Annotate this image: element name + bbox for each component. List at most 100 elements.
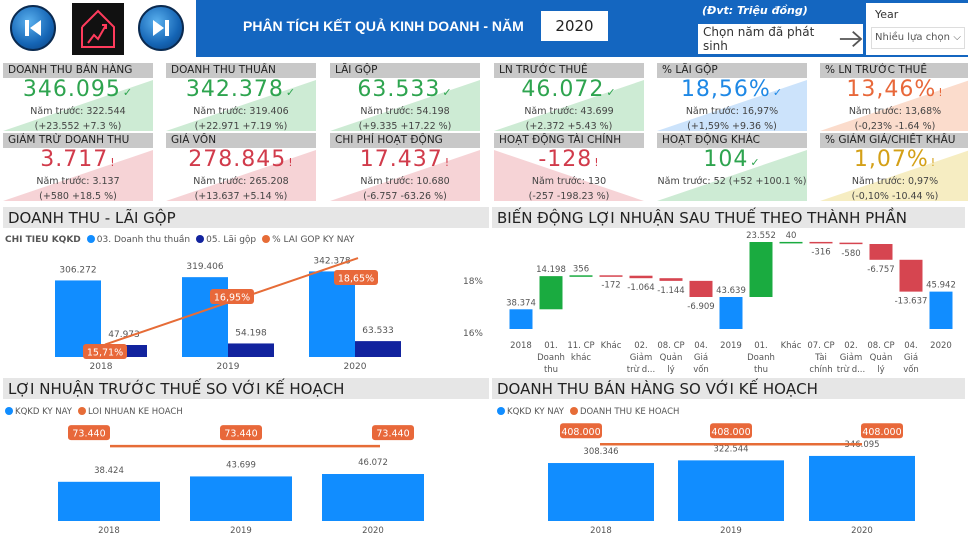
- kpi-change: (+22.971 +7.19 %): [194, 121, 288, 132]
- x-tick-label: 04.: [904, 341, 918, 351]
- waterfall-value-label: 45.942: [926, 281, 956, 291]
- y2-tick-label: 18%: [463, 277, 483, 287]
- legend-item[interactable]: LOI NHUAN KE HOACH: [77, 407, 183, 417]
- legend-profit-vs-plan: KQKD KY NAY LOI NHUAN KE HOACH: [5, 407, 183, 417]
- line-point-label-bg: [83, 344, 127, 359]
- kpi-change: (-6.757 -63.26 %): [363, 191, 447, 202]
- waterfall-value-label: 38.374: [506, 298, 536, 308]
- bar-label: 46.072: [358, 458, 388, 468]
- waterfall-value-label: 40: [786, 231, 797, 241]
- arrow-right-icon: [840, 30, 863, 48]
- kpi-value: 18,56% ✓: [680, 77, 784, 102]
- chevron-down-icon: ⌵: [953, 32, 961, 43]
- kpi-value: 13,46%!: [846, 77, 944, 102]
- line-point-label: 16,95%: [214, 293, 250, 304]
- bar-label: 63.533: [362, 326, 394, 336]
- kpi-change: (+23.552 +7.3 %): [34, 121, 122, 132]
- kpi-value: 104 ✓: [703, 147, 761, 172]
- kpi-change: (+1,59% +9.36 %): [687, 121, 777, 132]
- line-point-label-bg: [334, 270, 378, 285]
- kpi-change: (-0,10% -10.44 %): [851, 191, 939, 202]
- x-tick-label: 08. CP: [867, 341, 894, 351]
- x-tick-label: 02.: [844, 341, 858, 351]
- kpi-change: (+13.637 +5.14 %): [194, 191, 288, 202]
- x-tick-label: Giá: [694, 353, 708, 363]
- x-tick-label: 2020: [930, 341, 952, 351]
- waterfall-bar: [629, 275, 653, 279]
- legend-item[interactable]: 05. Lãi gộp: [196, 235, 256, 245]
- legend-item[interactable]: % LAI GOP KY NAY: [262, 235, 354, 245]
- waterfall-value-label: -1.064: [627, 283, 654, 293]
- kpi-value: 63.533 ✓: [357, 77, 453, 102]
- kpi-previous: Năm trước: 10.680: [360, 176, 450, 187]
- warning-icon: !: [288, 156, 294, 169]
- kpi-previous: Năm trước: 43.699: [524, 106, 614, 117]
- x-tick-label: chính: [809, 365, 832, 375]
- legend-item[interactable]: 03. Doanh thu thuần: [86, 235, 190, 245]
- check-icon: ✓: [750, 156, 761, 169]
- x-tick-label: 2018: [90, 362, 113, 372]
- waterfall-bar: [539, 276, 563, 310]
- legend-item[interactable]: DOANH THU KE HOACH: [569, 407, 679, 417]
- kpi-title: LÃI GỘP: [330, 63, 480, 78]
- plan-value-label-bg: [861, 423, 903, 439]
- x-tick-label: thu: [544, 365, 558, 375]
- x-tick-label: 02.: [634, 341, 648, 351]
- section-revenue-gross-profit: DOANH THU - LÃI GỘP: [3, 207, 489, 228]
- kpi-card: HOẠT ĐỘNG KHÁC 104 ✓ Năm trước: 52 (+52 +…: [657, 133, 807, 201]
- bar-lai-gop: [228, 343, 274, 357]
- home-button[interactable]: [72, 3, 124, 55]
- waterfall-value-label: -172: [601, 281, 620, 291]
- check-icon: ✓: [606, 86, 617, 99]
- waterfall-value-label: -13.637: [895, 297, 928, 307]
- plan-value-label: 408.000: [862, 427, 901, 438]
- kpi-previous: Năm trước: 13,68%: [848, 106, 942, 117]
- kpi-card: % LN TRƯỚC THUẾ 13,46%! Năm trước: 13,68…: [820, 63, 968, 132]
- x-tick-label: vốn: [903, 364, 919, 375]
- x-tick-label: 2019: [230, 526, 252, 536]
- x-tick-label: 2020: [851, 526, 873, 536]
- year-dropdown[interactable]: Nhiều lựa chọn ⌵: [871, 27, 965, 49]
- kpi-card: CHI PHÍ HOẠT ĐỘNG 17.437! Năm trước: 10.…: [330, 133, 480, 202]
- x-tick-label: 04.: [694, 341, 708, 351]
- section-sales-vs-plan: DOANH THU BÁN HÀNG SO VỚI KẾ HOẠCH: [492, 378, 965, 399]
- kpi-card: GIÁ VỐN 278.845! Năm trước: 265.208 (+13…: [166, 133, 316, 202]
- kpi-value: 3.717!: [40, 147, 116, 172]
- kpi-title: DOANH THU THUẦN: [166, 63, 316, 78]
- waterfall-bar: [719, 297, 743, 329]
- x-tick-label: vốn: [693, 364, 709, 375]
- plan-value-label: 408.000: [711, 427, 750, 438]
- x-tick-label: Tài: [814, 353, 827, 363]
- kpi-title: GIÁ VỐN: [166, 133, 316, 148]
- waterfall-value-label: -1.144: [657, 286, 684, 296]
- kpi-card: DOANH THU THUẦN 342.378 ✓ Năm trước: 319.…: [166, 63, 316, 132]
- kpi-value: 1,07%!: [853, 147, 937, 172]
- next-page-button[interactable]: [138, 5, 184, 51]
- x-tick-label: Doanh: [537, 353, 565, 363]
- kpi-card: HOẠT ĐỘNG TÀI CHÍNH -128! Năm trước: 130…: [494, 133, 644, 202]
- kpi-title: GIẢM TRỪ DOANH THU: [3, 133, 153, 148]
- legend-item[interactable]: KQKD KY NAY: [5, 407, 72, 417]
- x-tick-label: trừ d...: [627, 365, 655, 375]
- legend-item[interactable]: KQKD KY NAY: [497, 407, 564, 417]
- plan-value-label-bg: [372, 425, 414, 441]
- x-tick-label: Giá: [904, 353, 918, 363]
- previous-page-button[interactable]: [10, 5, 56, 51]
- line-point-label: 15,71%: [87, 348, 123, 359]
- kpi-title: LN TRƯỚC THUẾ: [494, 63, 644, 78]
- unit-note: (Đvt: Triệu đồng): [702, 4, 808, 17]
- kpi-change: (+9.335 +17.22 %): [358, 121, 452, 132]
- waterfall-bar: [869, 244, 893, 260]
- kpi-card: % LÃI GỘP 18,56% ✓ Năm trước: 16,97% (+1,…: [657, 63, 807, 132]
- x-tick-label: Khác: [601, 341, 622, 351]
- kpi-value: 17.437!: [359, 147, 451, 172]
- kpi-previous: Năm trước: 322.544: [30, 106, 126, 117]
- page-title: PHÂN TÍCH KẾT QUẢ KINH DOANH - NĂM: [243, 18, 524, 34]
- kpi-change: (+2.372 +5.43 %): [525, 121, 613, 132]
- kpi-card: DOANH THU BÁN HÀNG 346.095 ✓ Năm trước: 3…: [3, 63, 153, 132]
- kpi-previous: Năm trước: 3.137: [36, 176, 120, 187]
- waterfall-value-label: -6.757: [867, 265, 894, 275]
- kpi-title: HOẠT ĐỘNG TÀI CHÍNH: [494, 133, 644, 148]
- bar-label: 319.406: [186, 262, 223, 272]
